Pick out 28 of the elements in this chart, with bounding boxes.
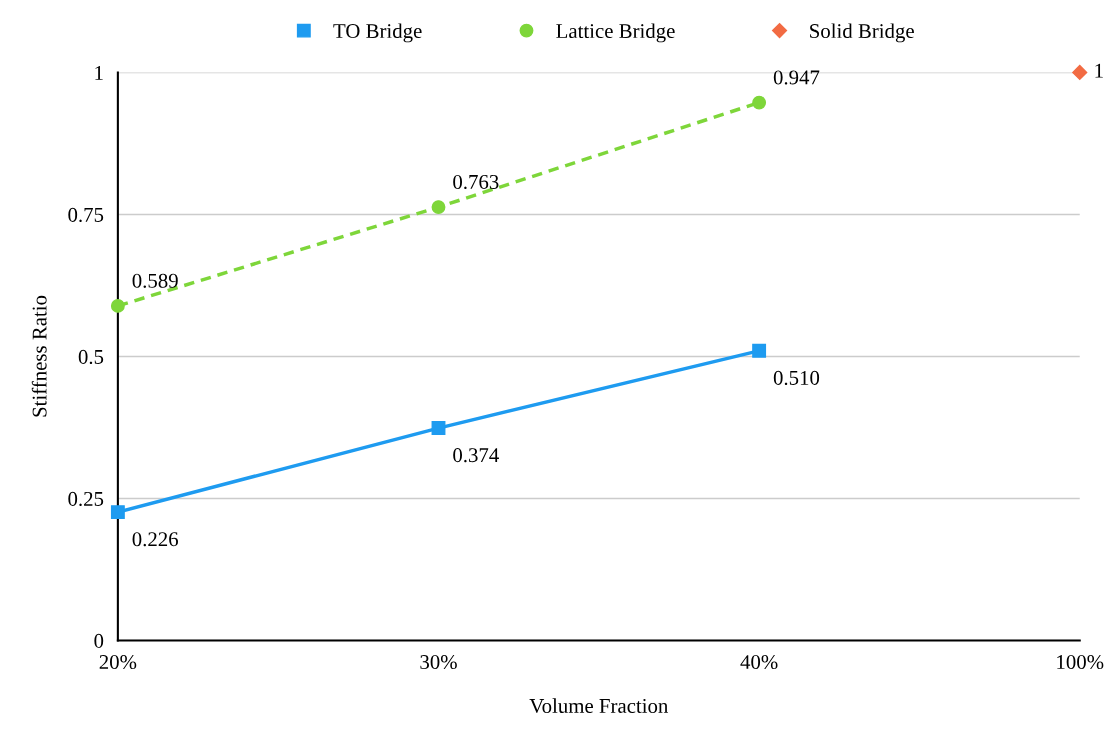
x-tick-label: 30% xyxy=(420,654,457,670)
point xyxy=(431,421,446,436)
data-label: 0.763 xyxy=(453,174,499,190)
x-tick-label: 100% xyxy=(1057,654,1104,670)
legend-label: Solid Bridge xyxy=(810,23,914,43)
y-tick-label: 0.5 xyxy=(78,349,104,365)
legend-label: Lattice Bridge xyxy=(556,23,675,43)
legend-label: TO Bridge xyxy=(333,23,422,43)
data-label: 0.226 xyxy=(132,532,179,547)
x-axis-title: Volume Fraction xyxy=(529,698,669,714)
point xyxy=(110,298,125,313)
point xyxy=(752,343,767,358)
point xyxy=(431,200,446,215)
data-label: 0.947 xyxy=(773,70,820,85)
data-label: 0.589 xyxy=(132,273,178,288)
data-label: 0.374 xyxy=(453,448,499,463)
point xyxy=(752,95,767,110)
y-tick-label: 0.25 xyxy=(68,491,104,507)
y-tick-label: 0 xyxy=(94,633,104,648)
y-axis-title: Stiffness Ratio xyxy=(31,295,47,417)
y-tick-label: 0.75 xyxy=(68,207,104,222)
point xyxy=(110,505,125,520)
y-tick-label: 1 xyxy=(95,65,103,80)
x-tick-label: 40% xyxy=(740,654,778,670)
data-label: 0.510 xyxy=(773,370,820,385)
point xyxy=(1072,64,1088,81)
x-tick-label: 20% xyxy=(99,654,137,670)
data-label: 1 xyxy=(1095,63,1103,78)
